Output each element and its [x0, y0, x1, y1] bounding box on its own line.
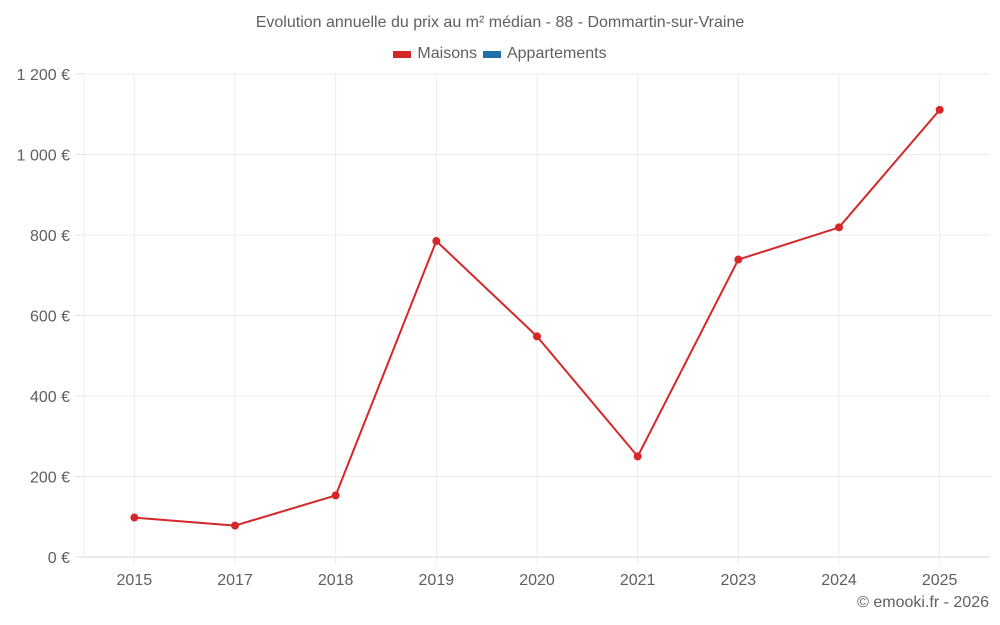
- y-tick-label: 800 €: [30, 228, 70, 245]
- data-point: [533, 332, 541, 341]
- x-tick-label: 2021: [620, 572, 656, 589]
- x-axis: 2015 2017 2018 2019 2020 2021 2023 2024 2025: [117, 572, 958, 589]
- data-point: [331, 491, 340, 500]
- x-tick-label: 2015: [117, 572, 153, 589]
- grid-lines: [83, 73, 990, 565]
- legend-label-appartements: Appartements: [506, 45, 607, 62]
- data-point: [835, 223, 843, 232]
- y-tick-label: 200 €: [30, 470, 70, 487]
- x-tick-label: 2018: [318, 572, 354, 589]
- x-tick-label: 2025: [922, 572, 958, 589]
- x-tick-label: 2017: [217, 572, 253, 589]
- data-point: [231, 521, 239, 530]
- legend-swatch-maisons: [393, 50, 412, 58]
- x-tick-label: 2023: [721, 572, 757, 589]
- x-tick-label: 2024: [821, 572, 857, 589]
- data-point: [130, 513, 139, 522]
- y-tick-label: 1 000 €: [17, 148, 70, 165]
- y-tick-label: 600 €: [30, 309, 70, 326]
- y-tick-label: 0 €: [48, 550, 70, 567]
- chart-title: Evolution annuelle du prix au m² médian …: [255, 14, 745, 31]
- data-point: [633, 452, 642, 461]
- y-tick-label: 400 €: [30, 389, 70, 406]
- legend-item-appartements[interactable]: Appartements: [482, 45, 607, 63]
- y-axis: 0 € 200 € 400 € 600 € 800 € 1 000 € 1 200 €: [17, 67, 84, 567]
- data-point: [935, 105, 944, 114]
- data-point: [734, 255, 743, 264]
- x-tick-label: 2020: [519, 572, 555, 589]
- y-tick-label: 1 200 €: [17, 67, 70, 84]
- x-tick-label: 2019: [419, 572, 455, 589]
- credit-text: © emooki.fr - 2026: [857, 594, 989, 611]
- series-maisons: [130, 105, 944, 530]
- legend-label-maisons: Maisons: [417, 45, 477, 62]
- legend: Maisons Appartements: [0, 45, 1000, 63]
- legend-item-maisons[interactable]: Maisons: [393, 45, 477, 63]
- data-point: [432, 237, 441, 246]
- legend-swatch-appartements: [482, 50, 501, 58]
